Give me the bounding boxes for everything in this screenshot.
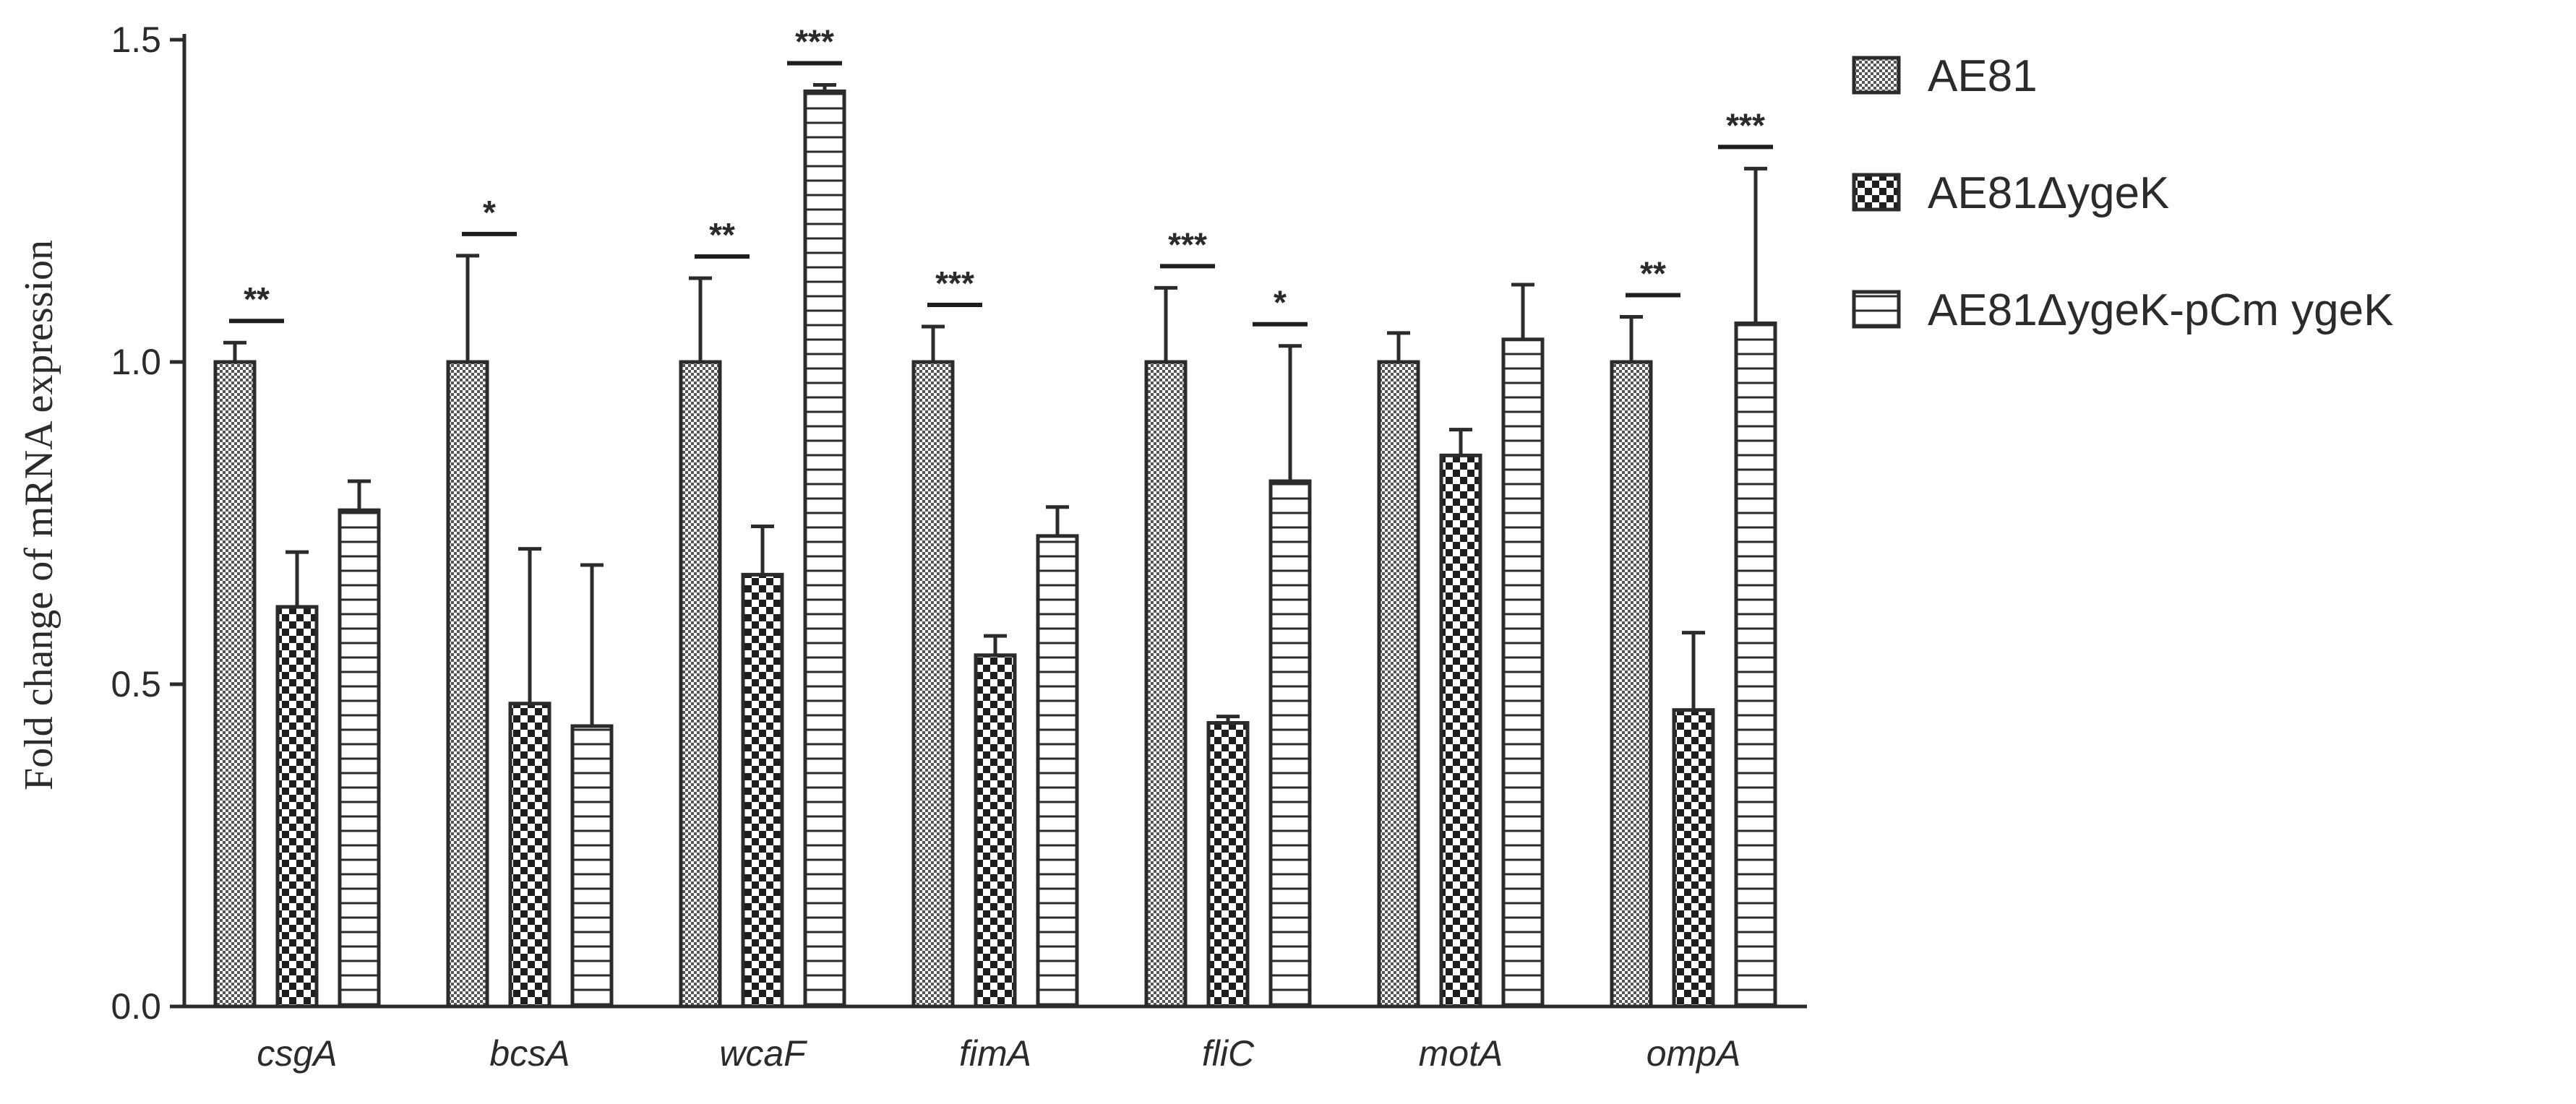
significance-markers: ******************** [229,22,1773,327]
y-axis-label: Fold change of mRNA expression [17,240,61,790]
bar-fliC-series-3 [1268,479,1312,1009]
significance-stars: *** [1168,225,1207,263]
x-tick-label-fliC: fliC [1202,1033,1255,1074]
significance-stars: *** [795,22,834,60]
x-tick-label-csgA: csgA [257,1033,337,1074]
bar-ompA-series-3 [1734,321,1777,1009]
significance-stars: *** [1726,106,1765,144]
bar-fliC-series-1 [1144,360,1188,1009]
significance-stars: ** [1640,255,1666,293]
bar-fimA-series-1 [911,360,955,1009]
significance-stars: *** [935,264,974,302]
significance-stars: ** [709,216,735,254]
legend-swatch-1 [1852,56,1901,95]
bar-motA-series-3 [1501,337,1545,1009]
significance-stars: ** [244,280,270,318]
y-tick-label: 0.0 [111,986,161,1027]
axes: 0.0 0.5 1.0 1.5 csgA bcsA wcaF fimA fliC motA ompA [111,20,1807,1074]
legend-swatch-2 [1852,173,1901,212]
bar-bcsA-series-1 [446,360,489,1009]
bar-wcaF-series-1 [679,360,722,1009]
y-tick-label: 0.5 [111,664,161,704]
legend-label-1: AE81 [1928,51,2038,101]
error-bars [223,82,1767,726]
bar-fimA-series-3 [1036,534,1079,1009]
y-tick-label: 1.0 [111,342,161,382]
x-tick-label-fimA: fimA [959,1033,1031,1074]
legend-label-2: AE81ΔygeK [1928,168,2169,218]
x-tick-label-ompA: ompA [1647,1033,1741,1074]
legend: AE81 AE81ΔygeK AE81ΔygeK-pCm ygeK [1852,51,2394,335]
bar-csgA-series-3 [338,508,381,1009]
bar-wcaF-series-3 [803,89,846,1009]
significance-stars: * [1274,284,1287,322]
bar-csgA-series-2 [275,605,319,1009]
bar-ompA-series-1 [1610,360,1653,1009]
x-tick-label-motA: motA [1419,1033,1503,1074]
bar-csgA-series-1 [213,360,257,1009]
bar-bcsA-series-2 [508,702,551,1009]
x-tick-label-bcsA: bcsA [489,1033,570,1074]
bar-fliC-series-2 [1206,721,1250,1009]
bars [213,89,1777,1009]
bar-ompA-series-2 [1672,708,1715,1009]
y-tick-label: 1.5 [111,20,161,60]
legend-label-3: AE81ΔygeK-pCm ygeK [1928,285,2394,335]
x-tick-label-wcaF: wcaF [719,1033,807,1074]
bar-fimA-series-2 [974,653,1017,1009]
bar-bcsA-series-3 [570,724,614,1009]
bar-motA-series-1 [1377,360,1420,1009]
significance-stars: * [483,194,496,231]
legend-swatch-3 [1852,290,1901,329]
bar-wcaF-series-2 [741,572,784,1009]
bar-motA-series-2 [1439,453,1482,1009]
